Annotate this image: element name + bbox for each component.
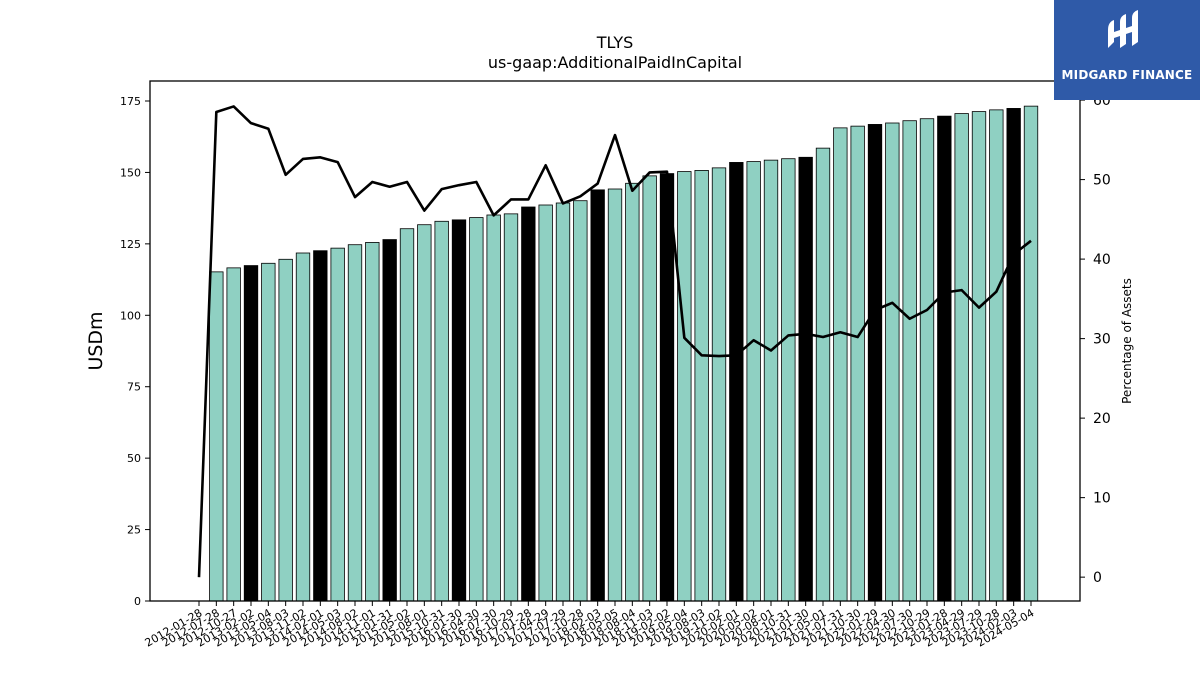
chart-subtitle: us-gaap:AdditionalPaidInCapital bbox=[488, 53, 742, 72]
bar-2016-07-30 bbox=[486, 214, 501, 602]
y-left-tick-label: 75 bbox=[127, 381, 141, 394]
y-right-tick-label: 0 bbox=[1093, 570, 1102, 586]
bar-2021-01-30 bbox=[798, 156, 813, 602]
y-left-tick-label: 150 bbox=[120, 166, 141, 179]
bar-2017-07-29 bbox=[555, 202, 571, 602]
y-right-tick-label: 10 bbox=[1093, 491, 1111, 507]
bar-2017-04-29 bbox=[538, 204, 553, 602]
percentage-line bbox=[197, 105, 1032, 578]
bar-2019-11-02 bbox=[711, 167, 727, 602]
bar-2023-04-29 bbox=[954, 113, 969, 602]
bar-2016-10-29 bbox=[503, 213, 519, 602]
chart-title: TLYS bbox=[596, 33, 634, 52]
bar-2019-02-02 bbox=[659, 173, 675, 602]
bar-2020-02-01 bbox=[729, 162, 744, 602]
bar-2020-08-01 bbox=[763, 159, 779, 602]
bar-2021-07-31 bbox=[833, 127, 848, 602]
brand-name: MIDGARD FINANCE bbox=[1061, 68, 1193, 82]
bar-2012-07-28 bbox=[209, 271, 224, 602]
line-layer bbox=[197, 105, 1032, 578]
bar-2017-10-28 bbox=[573, 200, 588, 602]
bar-2018-02-03 bbox=[590, 189, 605, 602]
bar-2016-04-30 bbox=[469, 217, 484, 602]
y-right-tick-label: 40 bbox=[1093, 252, 1111, 268]
bar-2013-11-02 bbox=[295, 252, 311, 602]
bar-2022-07-30 bbox=[902, 120, 917, 602]
bars-layer bbox=[209, 105, 1039, 602]
y-right-tick-label: 50 bbox=[1093, 173, 1111, 189]
y-left-tick-label: 175 bbox=[120, 95, 141, 108]
bar-2015-08-01 bbox=[417, 224, 432, 602]
bar-2018-08-04 bbox=[625, 182, 640, 602]
y-right-tick-label: 20 bbox=[1093, 411, 1111, 427]
y-left-tick-label: 100 bbox=[120, 309, 141, 322]
bar-2018-05-05 bbox=[607, 188, 623, 602]
bar-2022-04-30 bbox=[885, 122, 900, 602]
bar-2015-01-31 bbox=[382, 239, 397, 602]
bar-2015-05-02 bbox=[399, 228, 415, 602]
bar-2024-05-04 bbox=[1023, 105, 1039, 602]
bar-2023-10-28 bbox=[989, 109, 1004, 602]
bar-2021-10-30 bbox=[850, 125, 865, 602]
bar-2019-05-04 bbox=[677, 171, 692, 602]
bar-2023-01-28 bbox=[937, 115, 952, 602]
bar-2022-10-29 bbox=[919, 118, 935, 602]
y-right-tick-label: 30 bbox=[1093, 332, 1111, 348]
y-axis-label-left: USDm bbox=[85, 311, 107, 370]
bar-2016-01-30 bbox=[451, 219, 467, 602]
bar-2023-07-29 bbox=[971, 111, 987, 602]
y-axis-label-right: Percentage of Assets bbox=[1120, 278, 1134, 404]
bar-2018-11-03 bbox=[642, 175, 657, 602]
bar-2024-02-03 bbox=[1006, 108, 1021, 602]
bar-2021-05-01 bbox=[815, 147, 831, 602]
bar-2015-10-31 bbox=[434, 220, 449, 602]
bar-2012-10-27 bbox=[226, 267, 241, 602]
y-left-tick-label: 125 bbox=[120, 238, 141, 251]
midgard-logo-icon bbox=[1108, 10, 1138, 48]
bar-2013-05-04 bbox=[261, 262, 276, 602]
bar-2013-02-02 bbox=[243, 265, 259, 602]
brand-logo: MIDGARD FINANCE bbox=[1054, 0, 1200, 100]
bar-2022-01-29 bbox=[867, 124, 883, 602]
y-left-tick-label: 0 bbox=[134, 595, 141, 608]
bar-2014-05-03 bbox=[330, 247, 345, 602]
bar-2020-05-02 bbox=[746, 161, 761, 602]
bar-2019-08-03 bbox=[694, 170, 709, 602]
bar-2014-11-01 bbox=[365, 242, 380, 602]
y-left-tick-label: 50 bbox=[127, 452, 141, 465]
y-left-tick-label: 25 bbox=[127, 524, 141, 537]
axes-layer: 025507510012515017501020304050602012-01-… bbox=[120, 80, 1111, 650]
bar-2017-01-28 bbox=[521, 206, 536, 602]
bar-2014-02-01 bbox=[313, 250, 328, 602]
bar-2013-08-03 bbox=[278, 258, 293, 602]
bar-2014-08-02 bbox=[347, 244, 363, 602]
bar-2020-10-31 bbox=[781, 158, 796, 602]
